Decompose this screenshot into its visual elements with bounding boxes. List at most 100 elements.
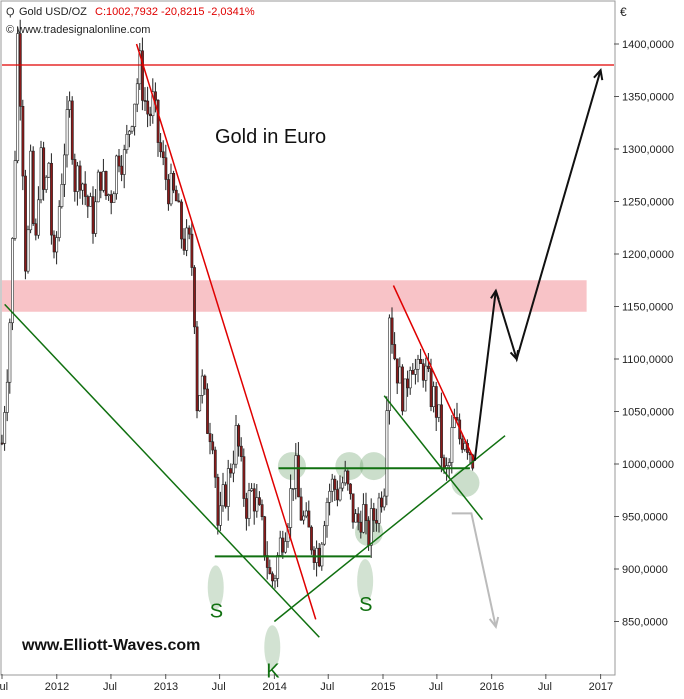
candle-up: [63, 154, 66, 185]
candle-down: [148, 113, 152, 117]
candle-down: [440, 404, 443, 459]
projection-arrowhead-grey: [488, 616, 500, 629]
candle-down: [34, 223, 38, 236]
candle-up: [135, 83, 139, 105]
candle-up: [284, 541, 287, 553]
candle-up: [234, 425, 238, 465]
pattern-label: K: [266, 660, 280, 682]
x-tick-label: 2015: [371, 681, 395, 693]
candle-up: [151, 91, 155, 117]
candle-up: [47, 162, 51, 178]
plot-area-frame: [0, 0, 616, 676]
candle-down: [21, 106, 25, 177]
candle-up: [369, 508, 373, 546]
candle-up: [247, 490, 251, 519]
candle-up: [60, 184, 64, 207]
candle-up: [273, 578, 277, 582]
projection-path-black: [473, 70, 602, 462]
x-tick-label: 2013: [154, 681, 178, 693]
candle-up: [37, 199, 40, 236]
candle-up: [289, 488, 293, 528]
candle-up: [447, 462, 451, 466]
candle-down: [346, 470, 350, 485]
y-tick-label: 1200,0000: [622, 249, 674, 261]
candle-up: [403, 378, 407, 412]
candle-down: [117, 155, 121, 167]
candle-up: [424, 365, 428, 381]
y-tick-label: 850,0000: [622, 617, 668, 629]
candle-up: [200, 375, 204, 396]
candle-up: [57, 206, 61, 238]
candle-up: [377, 497, 381, 524]
candle-down: [174, 189, 178, 202]
candle-up: [128, 130, 131, 135]
chart-title: Gold in Euro: [215, 126, 326, 148]
candle-down: [208, 433, 212, 443]
candle-down: [86, 196, 90, 207]
candle-up: [115, 155, 118, 195]
candle-down: [99, 171, 103, 191]
currency-label: €: [620, 5, 627, 19]
candle-up: [169, 173, 173, 205]
candle-down: [190, 233, 194, 268]
candle-up: [8, 322, 12, 383]
green-support-line: [273, 435, 506, 623]
candle-down: [297, 455, 300, 498]
candle-down: [429, 368, 433, 408]
candle-up: [44, 176, 48, 190]
candle-up: [323, 525, 326, 545]
green-long-trend-line: [4, 303, 320, 638]
candle-down: [442, 457, 446, 470]
candle-down: [455, 417, 459, 421]
candle-down: [42, 147, 46, 190]
candle-up: [341, 482, 345, 489]
candle-up: [463, 443, 467, 450]
resistance-zone: [2, 280, 587, 312]
x-tick-label: 2012: [45, 681, 69, 693]
candle-down: [427, 365, 430, 369]
candle-down: [252, 488, 256, 512]
candle-down: [143, 100, 147, 102]
candle-up: [304, 510, 308, 517]
candle-up: [328, 490, 332, 503]
candle-up: [302, 515, 306, 521]
candle-down: [206, 388, 209, 434]
candle-up: [255, 497, 259, 512]
green-channel-line: [383, 395, 484, 521]
candle-up: [226, 468, 230, 507]
candle-up: [122, 149, 126, 175]
candle-down: [216, 476, 220, 526]
candle-down: [307, 510, 311, 528]
candle-down: [356, 513, 360, 523]
candle-up: [5, 381, 9, 413]
candle-down: [31, 150, 35, 224]
pattern-label: S: [210, 600, 223, 622]
x-tick-label: Jul: [103, 681, 117, 693]
candle-down: [229, 468, 233, 474]
pattern-marker-circle: [359, 452, 388, 481]
candle-up: [68, 100, 72, 110]
candle-down: [434, 386, 438, 418]
y-tick-label: 900,0000: [622, 564, 668, 576]
y-tick-label: 1400,0000: [622, 39, 674, 51]
candle-down: [172, 173, 176, 191]
watermark-label: www.Elliott-Waves.com: [21, 637, 200, 654]
quote-label: C:1002,7932 -20,8215 -2,0341%: [95, 6, 255, 18]
candle-up: [338, 487, 342, 501]
candle-up: [29, 150, 33, 231]
candle-down: [245, 498, 248, 519]
candle-down: [83, 183, 87, 197]
candle-down: [380, 497, 384, 508]
candle-down: [52, 234, 56, 253]
candle-up: [198, 395, 202, 412]
candle-down: [372, 508, 376, 521]
y-tick-label: 1150,0000: [622, 302, 673, 314]
candle-up: [39, 147, 43, 201]
candle-down: [187, 227, 191, 235]
candle-down: [154, 91, 157, 101]
candle-up: [185, 227, 189, 251]
candle-up: [219, 505, 222, 526]
candle-up: [112, 193, 116, 203]
